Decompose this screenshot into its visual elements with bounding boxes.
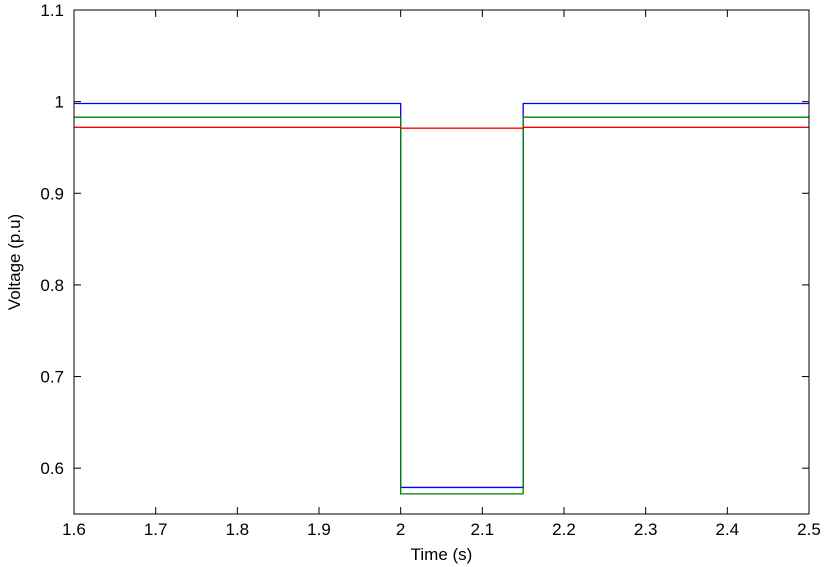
axes-layer: 1.6 1.7 1.8 1.9 2 2.1 2.2 2.3 2.4 2.5 0.6 0.7 0.8 0.9…	[40, 1, 820, 539]
y-tick-label: 0.8	[40, 276, 64, 295]
y-tick-label: 0.7	[40, 368, 64, 387]
x-tick-label: 1.7	[144, 520, 168, 539]
series-layer	[74, 102, 809, 495]
x-tick-label: 2.1	[471, 520, 495, 539]
plot-background	[74, 10, 809, 514]
series-line-2	[74, 116, 809, 495]
y-tick-label: 1.1	[40, 1, 64, 20]
series-line-3	[74, 126, 809, 129]
y-axis-title: Voltage (p.u)	[5, 214, 24, 310]
y-tick-label: 0.9	[40, 184, 64, 203]
plot-area	[74, 10, 809, 514]
y-tick-label: 1	[55, 93, 64, 112]
x-tick-label: 2.3	[634, 520, 658, 539]
x-tick-label: 2.2	[552, 520, 576, 539]
x-axis-title: Time (s)	[411, 545, 473, 564]
y-tick-label: 0.6	[40, 459, 64, 478]
x-tick-label: 1.9	[307, 520, 331, 539]
x-tick-label: 1.8	[226, 520, 250, 539]
x-tick-label: 2.4	[716, 520, 740, 539]
axes-box	[73, 9, 810, 515]
x-tick-label: 1.6	[62, 520, 86, 539]
x-tick-label: 2	[396, 520, 405, 539]
series-line-1	[74, 102, 809, 489]
x-tick-label: 2.5	[797, 520, 821, 539]
